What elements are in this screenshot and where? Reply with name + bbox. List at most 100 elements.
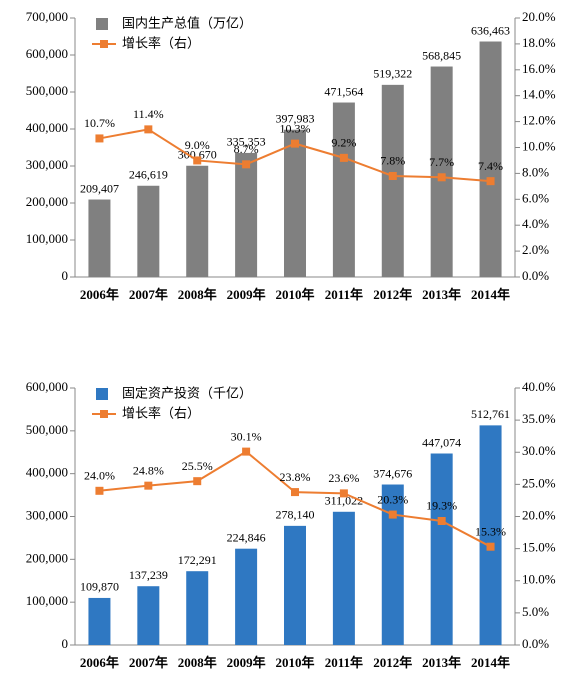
y2-tick-label: 10.0% bbox=[522, 572, 556, 587]
legend-label: 固定资产投资（千亿） bbox=[122, 385, 252, 400]
x-tick-label: 2006年 bbox=[80, 287, 119, 302]
legend-marker bbox=[100, 40, 108, 48]
y-tick-label: 100,000 bbox=[26, 231, 68, 246]
value-label: 209,407 bbox=[80, 181, 119, 195]
value-label: 568,845 bbox=[422, 48, 461, 62]
y-tick-label: 0 bbox=[62, 636, 69, 651]
value-label: 447,074 bbox=[422, 435, 461, 449]
value-label: 10.3% bbox=[280, 121, 311, 135]
bar bbox=[235, 152, 258, 277]
line-marker bbox=[193, 156, 202, 165]
value-label: 172,291 bbox=[178, 553, 217, 567]
value-label: 7.8% bbox=[380, 154, 405, 168]
value-label: 397,983 bbox=[276, 111, 315, 125]
value-label: 20.3% bbox=[377, 492, 408, 506]
value-label: 19.3% bbox=[426, 499, 457, 513]
bar bbox=[332, 511, 355, 645]
x-tick-label: 2008年 bbox=[178, 655, 217, 670]
bar bbox=[381, 84, 404, 277]
line-marker bbox=[242, 447, 251, 456]
value-label: 24.0% bbox=[84, 469, 115, 483]
x-tick-label: 2008年 bbox=[178, 287, 217, 302]
bar bbox=[284, 129, 306, 277]
x-tick-label: 2013年 bbox=[422, 655, 461, 670]
legend-swatch bbox=[96, 388, 108, 400]
value-label: 471,564 bbox=[324, 84, 363, 98]
y2-tick-label: 2.0% bbox=[522, 242, 549, 257]
y2-tick-label: 40.0% bbox=[522, 379, 556, 394]
bar bbox=[332, 102, 355, 277]
bar bbox=[88, 597, 111, 645]
y2-tick-label: 15.0% bbox=[522, 540, 556, 555]
line-marker bbox=[339, 489, 348, 498]
x-tick-label: 2011年 bbox=[325, 287, 363, 302]
value-label: 636,463 bbox=[471, 23, 510, 37]
line-marker bbox=[193, 477, 202, 486]
bar bbox=[479, 425, 502, 645]
legend-label: 增长率（右） bbox=[122, 405, 200, 420]
value-label: 23.8% bbox=[280, 470, 311, 484]
x-tick-label: 2011年 bbox=[325, 655, 363, 670]
value-label: 8.7% bbox=[234, 142, 259, 156]
legend-label: 国内生产总值（万亿） bbox=[122, 15, 252, 30]
y2-tick-label: 6.0% bbox=[522, 190, 549, 205]
value-label: 137,239 bbox=[129, 568, 168, 582]
x-tick-label: 2010年 bbox=[275, 655, 314, 670]
legend-swatch bbox=[96, 18, 108, 30]
x-tick-label: 2013年 bbox=[422, 287, 461, 302]
value-label: 300,670 bbox=[178, 148, 217, 162]
x-tick-label: 2014年 bbox=[471, 655, 510, 670]
value-label: 224,846 bbox=[227, 530, 266, 544]
line-marker bbox=[388, 510, 397, 519]
value-label: 25.5% bbox=[182, 459, 213, 473]
y2-tick-label: 16.0% bbox=[522, 61, 556, 76]
x-tick-label: 2014年 bbox=[471, 287, 510, 302]
y2-tick-label: 20.0% bbox=[522, 9, 556, 24]
line-marker bbox=[291, 488, 299, 497]
line-marker bbox=[291, 139, 299, 148]
bar bbox=[88, 199, 111, 277]
line-marker bbox=[144, 125, 153, 134]
y-tick-label: 100,000 bbox=[26, 593, 68, 608]
value-label: 7.4% bbox=[478, 159, 503, 173]
bar bbox=[479, 41, 502, 277]
y2-tick-label: 14.0% bbox=[522, 87, 556, 102]
y-tick-label: 600,000 bbox=[26, 379, 68, 394]
y2-tick-label: 5.0% bbox=[522, 604, 549, 619]
line-marker bbox=[437, 516, 446, 525]
y2-tick-label: 12.0% bbox=[522, 113, 556, 128]
value-label: 335,353 bbox=[227, 135, 266, 149]
bar bbox=[381, 484, 404, 645]
y-tick-label: 600,000 bbox=[26, 46, 68, 61]
x-tick-label: 2007年 bbox=[129, 655, 168, 670]
y-tick-label: 200,000 bbox=[26, 194, 68, 209]
line-marker bbox=[95, 486, 104, 495]
x-tick-label: 2007年 bbox=[129, 287, 168, 302]
bar bbox=[284, 525, 306, 645]
y2-tick-label: 20.0% bbox=[522, 507, 556, 522]
bar bbox=[430, 66, 453, 278]
line-marker bbox=[144, 481, 153, 490]
line-marker bbox=[388, 171, 397, 180]
y-tick-label: 400,000 bbox=[26, 120, 68, 135]
y-tick-label: 400,000 bbox=[26, 465, 68, 480]
line-marker bbox=[95, 134, 104, 143]
bar bbox=[137, 586, 160, 645]
line-marker bbox=[242, 160, 251, 169]
value-label: 7.7% bbox=[429, 155, 454, 169]
value-label: 23.6% bbox=[328, 471, 359, 485]
value-label: 109,870 bbox=[80, 580, 119, 594]
y2-tick-label: 8.0% bbox=[522, 164, 549, 179]
y2-tick-label: 35.0% bbox=[522, 411, 556, 426]
y-tick-label: 200,000 bbox=[26, 550, 68, 565]
value-label: 519,322 bbox=[373, 67, 412, 81]
legend-label: 增长率（右） bbox=[122, 35, 200, 50]
bar bbox=[186, 165, 209, 277]
bar bbox=[186, 571, 209, 645]
bar bbox=[430, 453, 453, 645]
y-tick-label: 500,000 bbox=[26, 422, 68, 437]
y-tick-label: 700,000 bbox=[26, 9, 68, 24]
bar bbox=[137, 185, 160, 277]
legend-marker bbox=[100, 410, 108, 418]
